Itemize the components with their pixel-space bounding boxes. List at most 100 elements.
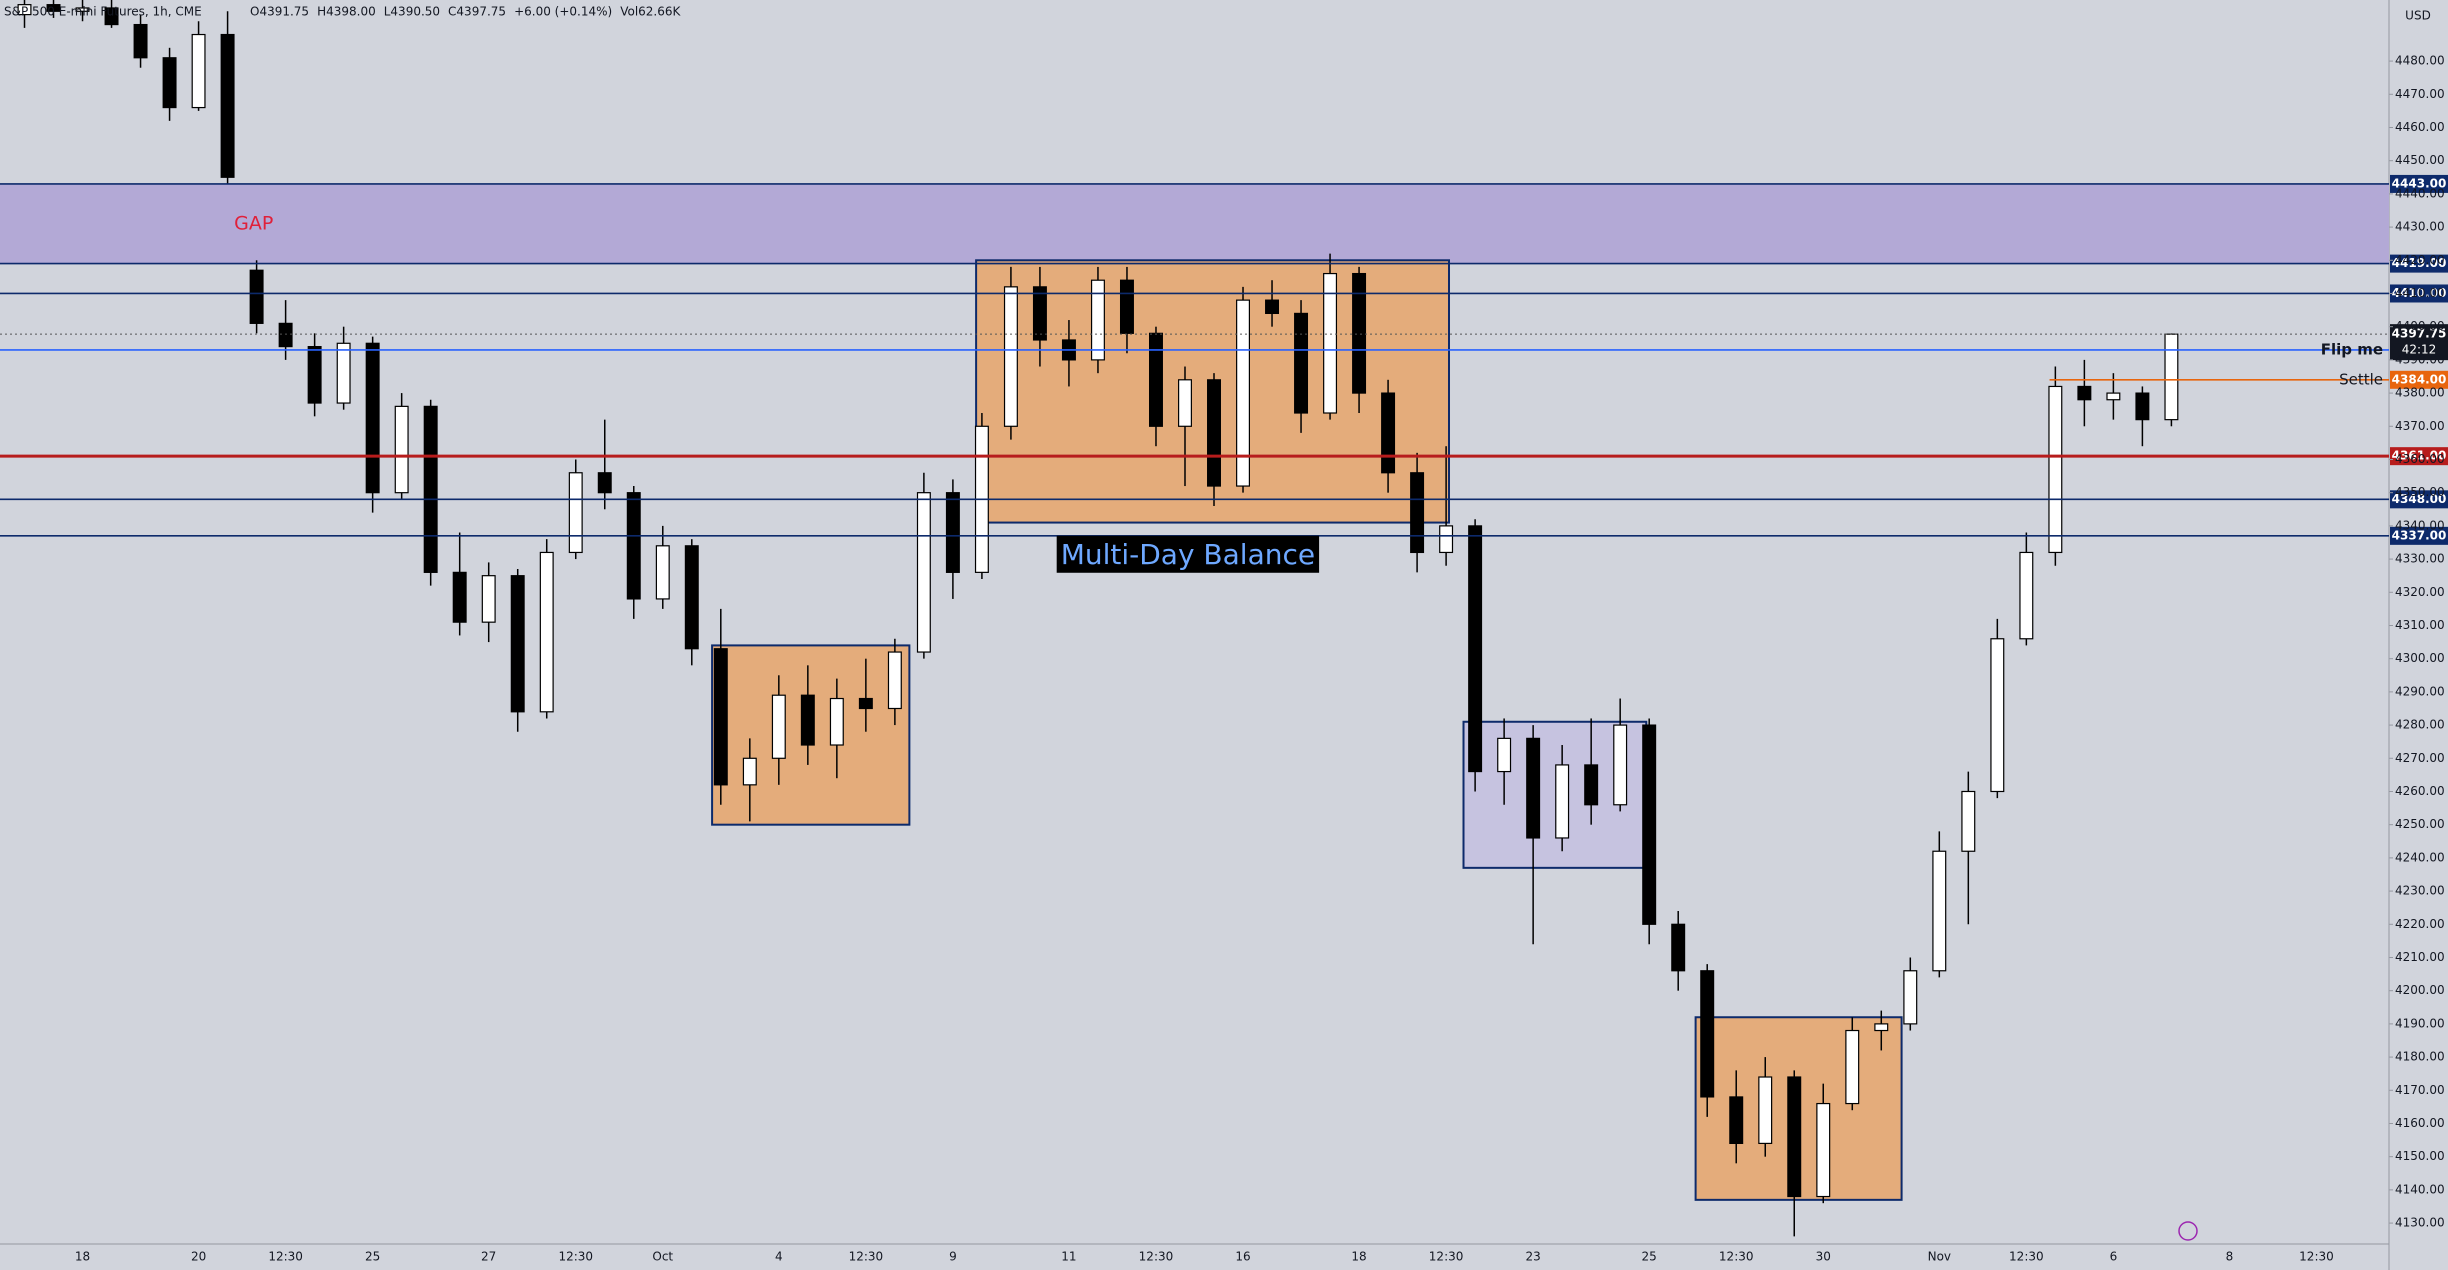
- candle-body: [365, 342, 380, 494]
- candle-body: [1584, 764, 1599, 806]
- y-tick-label: 4300.00: [2395, 651, 2445, 665]
- candle-body: [1178, 379, 1192, 427]
- level-tag-label: 4410.00: [2392, 286, 2447, 300]
- candle-body: [1526, 737, 1541, 839]
- x-tick-label: 20: [191, 1250, 206, 1264]
- y-tick-label: 4150.00: [2395, 1149, 2445, 1163]
- candle-body: [1961, 790, 1976, 852]
- y-tick-label: 4230.00: [2395, 884, 2445, 898]
- x-tick-label: 12:30: [1719, 1250, 1754, 1264]
- candle-body: [307, 346, 322, 404]
- candle-body: [1323, 272, 1338, 414]
- candle-body: [858, 697, 873, 710]
- x-tick-label: 18: [75, 1250, 90, 1264]
- legend-value: L4390.50: [384, 5, 440, 19]
- last-price-label: 4397.75: [2392, 327, 2447, 341]
- y-tick-label: 4460.00: [2395, 120, 2445, 134]
- candle-body: [655, 545, 670, 600]
- level-name: Settle: [2339, 370, 2383, 388]
- candle-body: [2019, 551, 2034, 640]
- x-tick-label: 12:30: [849, 1250, 884, 1264]
- candle-body: [1874, 1023, 1889, 1032]
- candle-body: [452, 571, 467, 623]
- candle-body: [1265, 299, 1280, 315]
- candle-body: [2135, 392, 2150, 421]
- y-tick-label: 4400.00: [2395, 319, 2445, 333]
- level-tag-label: 4419.00: [2392, 256, 2447, 270]
- candle-body: [713, 648, 728, 786]
- y-tick-label: 4250.00: [2395, 817, 2445, 831]
- candle-body: [1671, 923, 1686, 972]
- y-tick-label: 4430.00: [2395, 220, 2445, 234]
- y-tick-label: 4370.00: [2395, 419, 2445, 433]
- level-tag: [2390, 254, 2448, 273]
- y-tick-label: 4320.00: [2395, 585, 2445, 599]
- candle-body: [1555, 764, 1570, 839]
- candle-body: [1207, 379, 1221, 487]
- y-tick-label: 4420.00: [2395, 253, 2445, 267]
- candle-body: [1758, 1076, 1773, 1145]
- y-tick-label: 4140.00: [2395, 1182, 2445, 1196]
- candle-body: [2164, 333, 2179, 421]
- candle-body: [1845, 1029, 1860, 1105]
- candle-body: [1381, 392, 1396, 474]
- candle-body: [191, 33, 206, 109]
- y-tick-label: 4190.00: [2395, 1016, 2445, 1030]
- balance-label: Multi-Day Balance: [1061, 538, 1315, 571]
- legend-value: C4397.75: [448, 5, 506, 19]
- candle-body: [1236, 299, 1251, 487]
- candle-body: [75, 7, 90, 12]
- candle-body: [1090, 279, 1105, 361]
- y-tick-label: 4240.00: [2395, 850, 2445, 864]
- y-tick-label: 4350.00: [2395, 485, 2445, 499]
- level-tag-label: 4384.00: [2392, 372, 2447, 386]
- level-tag: [2390, 174, 2448, 193]
- legend-value: Vol62.66K: [620, 5, 681, 19]
- candle-body: [1410, 472, 1425, 554]
- level-tag: [2390, 370, 2448, 389]
- level-tag: [2390, 284, 2448, 303]
- x-tick-label: 12:30: [1139, 1250, 1174, 1264]
- level-tag-label: 4348.00: [2392, 492, 2447, 506]
- y-tick-label: 4480.00: [2395, 54, 2445, 68]
- candle-body: [162, 57, 177, 109]
- candle-body: [2077, 385, 2092, 401]
- level-name: Flip me: [2321, 340, 2383, 358]
- y-tick-label: 4340.00: [2395, 518, 2445, 532]
- y-tick-label: 4160.00: [2395, 1116, 2445, 1130]
- y-tick-label: 4310.00: [2395, 618, 2445, 632]
- gap-label: GAP: [234, 212, 273, 234]
- x-tick-label: 12:30: [2299, 1250, 2334, 1264]
- y-tick-label: 4290.00: [2395, 684, 2445, 698]
- candle-body: [2048, 385, 2063, 554]
- y-tick-label: 4270.00: [2395, 751, 2445, 765]
- candle-body: [1148, 332, 1163, 427]
- x-tick-label: Oct: [652, 1250, 673, 1264]
- x-tick-label: 12:30: [268, 1250, 303, 1264]
- x-tick-label: 12:30: [558, 1250, 593, 1264]
- x-tick-label: 30: [1816, 1250, 1831, 1264]
- candle-body: [1990, 638, 2005, 793]
- y-tick-label: 4180.00: [2395, 1050, 2445, 1064]
- x-tick-label: 18: [1351, 1250, 1366, 1264]
- candle-body: [1700, 970, 1715, 1098]
- candle-body: [133, 23, 148, 59]
- candle-body: [423, 405, 438, 573]
- x-tick-label: 12:30: [2009, 1250, 2044, 1264]
- candle-body: [1468, 525, 1483, 773]
- y-tick-label: 4170.00: [2395, 1083, 2445, 1097]
- candle-body: [771, 694, 786, 759]
- y-tick-label: 4380.00: [2395, 386, 2445, 400]
- candle-body: [1642, 724, 1657, 925]
- candle-body: [1903, 970, 1918, 1025]
- level-tag: [2390, 447, 2448, 466]
- y-tick-label: 4390.00: [2395, 352, 2445, 366]
- chart-title: S&P 500 E-mini Futures, 1h, CME: [4, 5, 202, 19]
- x-tick-label: 8: [2226, 1250, 2234, 1264]
- candle-body: [17, 4, 32, 16]
- alert-icon[interactable]: [2178, 1221, 2198, 1241]
- y-tick-label: 4470.00: [2395, 87, 2445, 101]
- candle-body: [1294, 312, 1309, 414]
